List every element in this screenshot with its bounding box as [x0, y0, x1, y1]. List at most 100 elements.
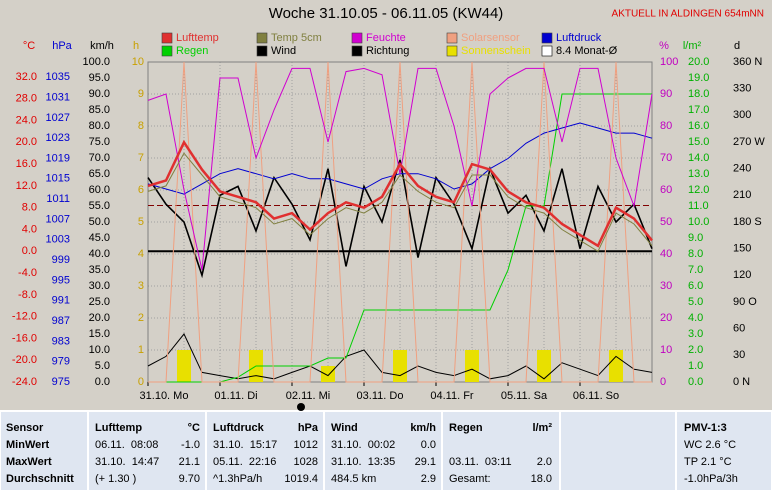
y-tick-label: 10.0: [89, 344, 110, 356]
table-header: Regen: [449, 422, 483, 434]
table-cell-text: 31.10. 14:47: [95, 456, 159, 468]
y-tick-label: -20.0: [12, 354, 37, 366]
legend-label: Regen: [176, 45, 208, 57]
line: [147, 67, 653, 271]
y-tick-label: 17.0: [688, 104, 709, 116]
table-header: Wind: [331, 422, 358, 434]
y-tick-label: 85.0: [89, 104, 110, 116]
table-cell: [677, 412, 771, 490]
bar: [609, 350, 623, 382]
y-tick-label: 0 N: [733, 376, 750, 388]
y-tick-label: 6: [138, 184, 144, 196]
table-header: l/m²: [532, 422, 552, 434]
legend-swatch: [446, 45, 458, 57]
table-cell-text: -1.0: [181, 439, 200, 451]
table-cell-text: 2.9: [421, 473, 436, 485]
y-tick-label: -24.0: [12, 376, 37, 388]
y-tick-label: 24.0: [16, 114, 37, 126]
y-tick-label: 1003: [46, 234, 70, 246]
table-cell: [443, 412, 559, 490]
y-tick-label: 9: [138, 88, 144, 100]
y-tick-label: 28.0: [16, 93, 37, 105]
y-tick-label: 65.0: [89, 168, 110, 180]
table-cell-text: 18.0: [531, 473, 552, 485]
y-tick-label: 5: [138, 216, 144, 228]
table-cell-text: 1019.4: [284, 473, 318, 485]
y-tick-label: 16.0: [688, 120, 709, 132]
y-tick-label: 95.0: [89, 72, 110, 84]
y-tick-label: 0.0: [22, 245, 37, 257]
table-cell-text: 1012: [294, 439, 318, 451]
y-tick-label: 3.0: [688, 328, 703, 340]
y-tick-label: 7: [138, 152, 144, 164]
line: [147, 139, 653, 248]
y-tick-label: 60: [733, 323, 745, 335]
y-tick-label: -8.0: [18, 289, 37, 301]
line: [147, 152, 653, 253]
bar: [465, 350, 479, 382]
y-tick-label: 80.0: [89, 120, 110, 132]
axis-unit: °C: [23, 40, 35, 52]
y-tick-label: 45.0: [89, 232, 110, 244]
y-tick-label: 40: [660, 248, 672, 260]
y-tick-label: 1.0: [688, 360, 703, 372]
table-cell: [207, 412, 323, 490]
legend-label: Solarsensor: [461, 32, 520, 44]
table-cell-text: 06.11. 08:08: [95, 439, 158, 451]
table-cell-text: 9.70: [179, 473, 200, 485]
y-tick-label: 0.0: [95, 376, 110, 388]
y-tick-label: 20.0: [16, 136, 37, 148]
y-tick-label: 991: [52, 295, 70, 307]
y-tick-label: 1035: [46, 71, 70, 83]
y-tick-label: 120: [733, 269, 751, 281]
table-cell-text: MinWert: [6, 439, 50, 451]
table-cell-text: 1028: [294, 456, 318, 468]
y-tick-label: -16.0: [12, 332, 37, 344]
table-cell-text: 31.10. 13:35: [331, 456, 395, 468]
axis-unit: %: [659, 40, 669, 52]
y-tick-label: 270 W: [733, 136, 765, 148]
table-cell-text: 31.10. 15:17: [213, 439, 277, 451]
chart-subtitle: AKTUELL IN ALDINGEN 654mNN: [612, 9, 764, 20]
y-tick-label: 14.0: [688, 152, 709, 164]
legend-swatch: [256, 32, 268, 44]
x-tick-label: 05.11. Sa: [501, 390, 548, 402]
axis-unit: h: [133, 40, 139, 52]
y-tick-label: 983: [52, 335, 70, 347]
y-tick-label: -12.0: [12, 311, 37, 323]
y-tick-label: 32.0: [16, 71, 37, 83]
y-tick-label: 8.0: [688, 248, 703, 260]
y-tick-label: 25.0: [89, 296, 110, 308]
axis-unit: l/m²: [683, 40, 702, 52]
y-tick-label: 4.0: [688, 312, 703, 324]
x-tick-label: 31.10. Mo: [140, 390, 189, 402]
y-tick-label: 50: [660, 216, 672, 228]
y-tick-label: 55.0: [89, 200, 110, 212]
y-tick-label: 12.0: [16, 180, 37, 192]
table-header: °C: [188, 422, 200, 434]
y-tick-label: 0.0: [688, 376, 703, 388]
moon-icon: [297, 403, 305, 411]
x-tick-label: 06.11. So: [573, 390, 619, 402]
y-tick-label: 90 O: [733, 296, 757, 308]
x-tick-label: 02.11. Mi: [286, 390, 330, 402]
table-header: PMV-1:3: [684, 422, 727, 434]
y-tick-label: 4: [138, 248, 144, 260]
legend-label: Wind: [271, 45, 296, 57]
table-cell-text: 484.5 km: [331, 473, 376, 485]
y-tick-label: 8.0: [22, 202, 37, 214]
y-tick-label: 7.0: [688, 264, 703, 276]
y-tick-label: 10: [132, 56, 144, 68]
legend-swatch: [161, 45, 173, 57]
y-tick-label: 13.0: [688, 168, 709, 180]
y-tick-label: 1: [138, 344, 144, 356]
y-tick-label: 30.0: [89, 280, 110, 292]
y-tick-label: 4.0: [22, 223, 37, 235]
y-tick-label: 20.0: [688, 56, 709, 68]
table-cell-text: Gesamt:: [449, 473, 491, 485]
y-tick-label: 1031: [46, 91, 70, 103]
bar: [393, 350, 407, 382]
legend-swatch: [541, 32, 553, 44]
legend-label: Sonnenschein: [461, 45, 531, 57]
